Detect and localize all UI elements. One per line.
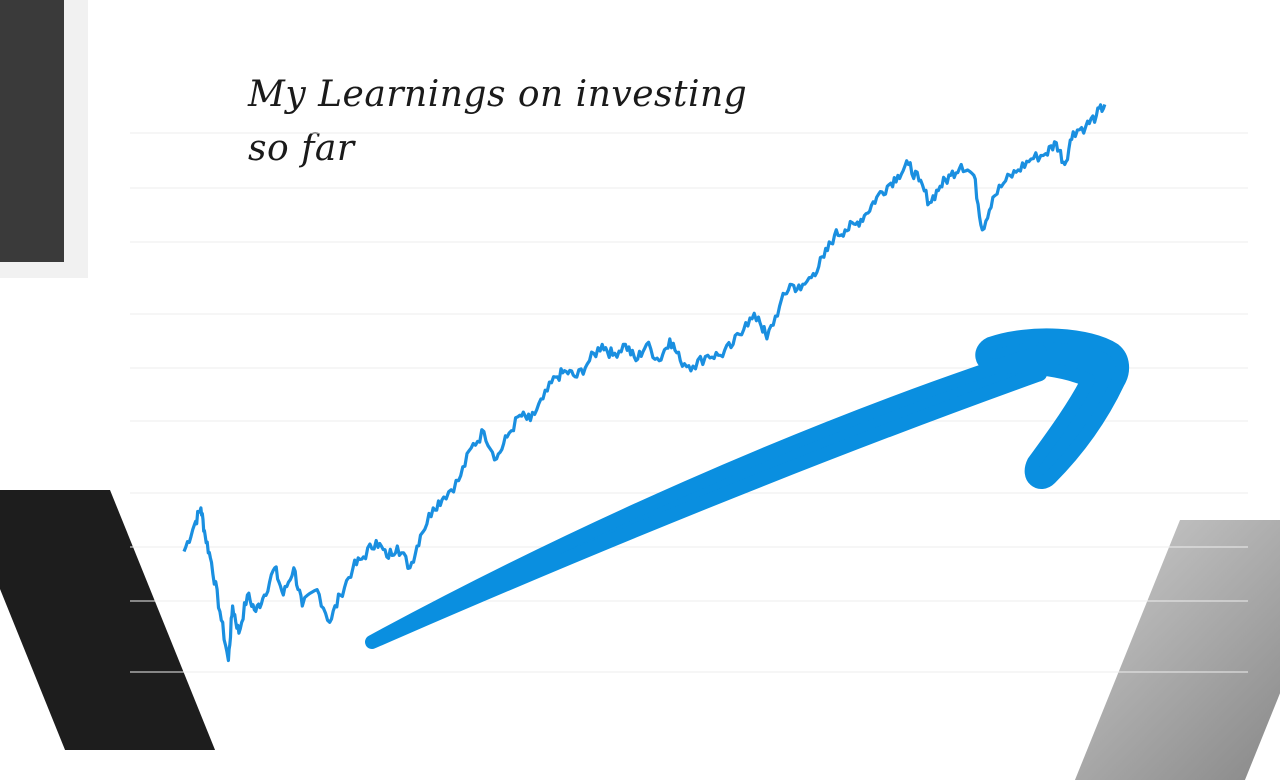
figurine-image bbox=[0, 0, 64, 262]
line-chart bbox=[130, 103, 1248, 673]
corner-photo bbox=[0, 0, 88, 278]
slide-title-line-1: My Learnings on investing bbox=[248, 74, 748, 115]
slide-title-line-2: so far bbox=[248, 128, 355, 169]
series-line bbox=[182, 103, 1107, 663]
trend-arrow bbox=[365, 328, 1130, 649]
